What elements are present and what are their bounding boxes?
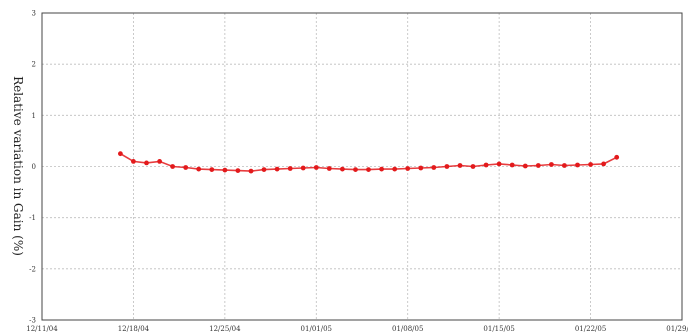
data-point (196, 166, 202, 172)
x-tick-label: 12/18/04 (118, 325, 150, 333)
y-tick-label: 2 (32, 61, 36, 69)
data-point (470, 164, 476, 169)
data-point (222, 167, 228, 173)
data-point (549, 162, 554, 167)
data-point (535, 163, 541, 168)
data-point (287, 166, 293, 171)
x-tick-label: 01/08/05 (392, 325, 423, 333)
data-point (353, 167, 358, 173)
data-point (131, 159, 136, 164)
data-point (509, 162, 515, 168)
data-point (340, 166, 345, 172)
x-tick-label: 01/22/05 (575, 325, 606, 333)
data-point (562, 163, 567, 168)
x-tick-label: 01/15/05 (483, 325, 514, 333)
x-tick-label: 01/29/05 (666, 325, 688, 333)
data-point (418, 165, 424, 171)
y-tick-label: -1 (29, 214, 36, 222)
data-point (209, 167, 215, 173)
data-point (261, 167, 267, 173)
data-point (326, 166, 332, 171)
data-points (118, 151, 620, 174)
data-point (431, 165, 437, 170)
data-point (366, 167, 371, 173)
data-point (170, 164, 176, 169)
data-point (444, 164, 450, 169)
data-point (392, 166, 398, 172)
data-point (235, 168, 241, 174)
data-point (183, 165, 189, 170)
data-point (405, 166, 411, 171)
data-point (601, 161, 606, 167)
data-point (614, 154, 620, 160)
data-point (575, 162, 580, 168)
data-point (300, 165, 306, 171)
y-tick-label: -2 (29, 265, 36, 273)
data-point (274, 166, 280, 172)
y-tick-label: 0 (32, 163, 36, 171)
data-point (157, 159, 163, 164)
data-point (379, 166, 384, 172)
y-axis-title: Relative variation in Gain (%) (11, 76, 25, 256)
y-tick-label: -3 (29, 317, 36, 325)
data-point (313, 165, 319, 170)
data-point (496, 161, 502, 167)
x-tick-label: 12/25/04 (209, 325, 241, 333)
data-point (588, 162, 593, 167)
x-tick-label: 12/11/04 (26, 325, 58, 333)
data-point (144, 160, 149, 166)
y-tick-labels: 3 2 1 0 -1 -2 -3 (29, 10, 36, 325)
data-point (118, 151, 123, 157)
y-tick-label: 3 (32, 10, 36, 18)
x-tick-label: 01/01/05 (301, 325, 332, 333)
data-point (248, 168, 254, 174)
data-point (457, 163, 463, 168)
y-tick-label: 1 (32, 112, 36, 120)
data-point (522, 163, 528, 169)
plot-frame (41, 12, 683, 321)
grid-layer (42, 13, 682, 320)
data-point (483, 162, 489, 168)
x-tick-labels: 12/11/04 12/18/04 12/25/04 01/01/05 01/08/05… (26, 325, 688, 333)
